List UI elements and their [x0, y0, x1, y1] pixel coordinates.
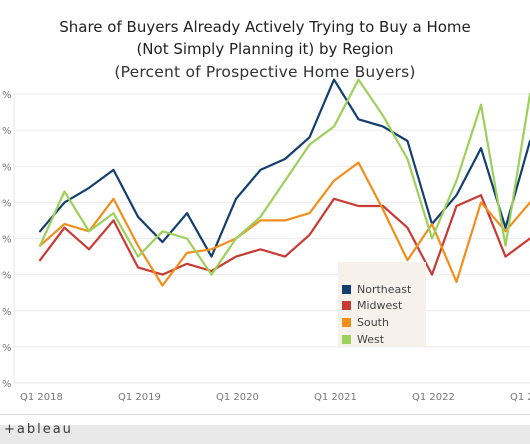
x-tick-label: Q1 2020 [216, 392, 259, 403]
series-line-northeast [38, 78, 530, 258]
legend-item-south[interactable]: South [342, 315, 389, 329]
x-tick-label: Q1 2023 [510, 392, 530, 403]
x-tick-label: Q1 2021 [314, 392, 357, 403]
y-tick-label: % [2, 162, 12, 173]
chart-title-line1: Share of Buyers Already Actively Trying … [59, 18, 471, 36]
chart-legend: Northeast Midwest South West [338, 262, 426, 346]
y-tick-label: % [2, 126, 12, 137]
x-tick-label: Q1 2018 [20, 392, 63, 403]
y-tick-label: % [2, 235, 12, 246]
legend-swatch [342, 284, 351, 294]
legend-label: Midwest [357, 298, 403, 312]
legend-swatch [342, 300, 351, 310]
tableau-logo[interactable]: +ableau [4, 422, 73, 437]
series-line-south [38, 161, 530, 287]
y-tick-label: % [2, 343, 12, 354]
x-tick-label: Q1 2022 [412, 392, 455, 403]
y-tick-label: % [2, 198, 12, 209]
series-line-west [38, 78, 530, 276]
chart-title-line2: (Not Simply Planning it) by Region [136, 40, 394, 58]
legend-swatch [342, 334, 351, 344]
y-tick-label: % [2, 379, 12, 390]
tableau-footer: +ableau [0, 414, 530, 444]
legend-item-west[interactable]: West [342, 332, 384, 346]
chart-subtitle: (Percent of Prospective Home Buyers) [114, 63, 416, 81]
y-tick-label: % [2, 271, 12, 282]
legend-label: West [357, 332, 385, 346]
y-tick-label: % [2, 307, 12, 318]
legend-swatch [342, 317, 351, 327]
series-line-midwest [38, 194, 530, 276]
y-tick-label: % [2, 90, 12, 101]
legend-label: South [357, 315, 389, 329]
legend-label: Northeast [357, 282, 412, 296]
legend-item-midwest[interactable]: Midwest [342, 298, 402, 312]
x-tick-label: Q1 2019 [118, 392, 161, 403]
footer-bar [0, 425, 530, 444]
legend-item-northeast[interactable]: Northeast [342, 282, 411, 296]
